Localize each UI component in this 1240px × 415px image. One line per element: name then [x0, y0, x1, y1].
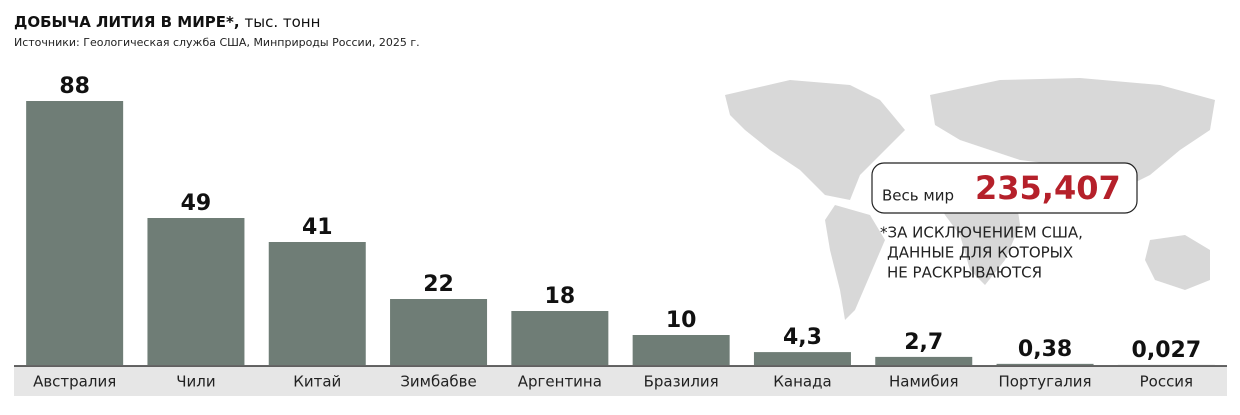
subtitle: Источники: Геологическая служба США, Мин… [14, 36, 420, 49]
footnote: *ЗА ИСКЛЮЧЕНИЕМ США, ДАННЫЕ ДЛЯ КОТОРЫХ НЕ… [880, 224, 1083, 282]
x-tick-label: Зимбабве [400, 373, 476, 391]
category-strip [14, 366, 1227, 396]
bar [875, 356, 973, 365]
bar [147, 218, 245, 365]
bar [753, 352, 851, 365]
x-tick-label: Австралия [33, 373, 116, 391]
x-tick-label: Бразилия [644, 373, 719, 391]
value-label: 18 [545, 284, 576, 309]
x-tick-label: Намибия [889, 373, 959, 391]
bar [632, 335, 730, 365]
x-tick-label: Канада [773, 373, 831, 391]
value-label: 88 [59, 74, 90, 99]
bar [996, 363, 1094, 365]
value-label: 0,38 [1018, 337, 1072, 362]
value-label: 10 [666, 308, 697, 333]
title-units: тыс. тонн [245, 13, 321, 31]
bar [511, 311, 609, 365]
x-tick-label: Чили [176, 373, 215, 391]
title-main: ДОБЫЧА ЛИТИЯ В МИРЕ*, [14, 13, 240, 31]
total-box [871, 162, 1138, 214]
bar [26, 101, 124, 365]
x-tick-label: Португалия [999, 373, 1092, 391]
total-value: 235,407 [975, 169, 1121, 207]
chart-title: ДОБЫЧА ЛИТИЯ В МИРЕ*, тыс. тонн [14, 13, 320, 31]
value-label: 41 [302, 215, 333, 240]
x-tick-label: Аргентина [518, 373, 602, 391]
footnote-line: *ЗА ИСКЛЮЧЕНИЕМ США, [880, 224, 1083, 242]
value-label: 0,027 [1132, 338, 1202, 363]
footnote-line: НЕ РАСКРЫВАЮТСЯ [887, 264, 1042, 282]
x-tick-label: Россия [1140, 373, 1194, 391]
total-label: Весь мир [882, 187, 954, 205]
footnote-line: ДАННЫЕ ДЛЯ КОТОРЫХ [887, 244, 1073, 262]
value-label: 2,7 [904, 330, 943, 355]
x-tick-label: Китай [293, 373, 341, 391]
value-label: 22 [423, 272, 454, 297]
value-label: 4,3 [783, 325, 822, 350]
bar [390, 299, 488, 365]
bar [268, 242, 366, 365]
value-label: 49 [181, 191, 212, 216]
